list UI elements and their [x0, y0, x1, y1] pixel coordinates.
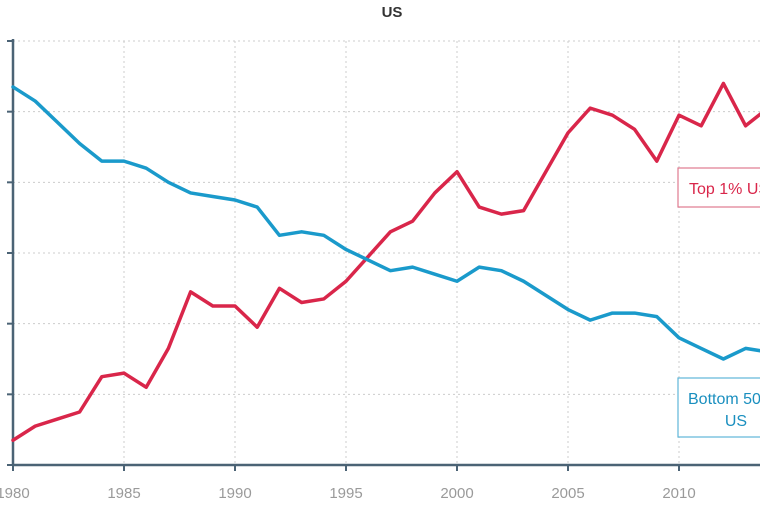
- x-tick-label: 2005: [551, 485, 584, 502]
- legend-bottom50-label-line2: US: [725, 413, 747, 430]
- gridlines: [13, 40, 760, 465]
- legend-top1: Top 1% US: [677, 167, 760, 208]
- x-tick-label: 1995: [329, 485, 362, 502]
- chart-title: US: [382, 4, 403, 21]
- series-line-top1: [11, 81, 760, 443]
- legend-top1-label: Top 1% US: [689, 181, 760, 198]
- axes: [7, 39, 760, 471]
- series-line-bottom50: [11, 85, 760, 361]
- x-tick-label: 2000: [440, 485, 473, 502]
- legend-bottom50-label-line1: Bottom 50%: [688, 391, 760, 408]
- x-tick-labels: 1980 1985 1990 1995 2000 2005 2010: [0, 485, 696, 502]
- x-tick-label: 1980: [0, 485, 30, 502]
- legend-bottom50: Bottom 50% US: [677, 377, 760, 438]
- x-tick-label: 1990: [218, 485, 251, 502]
- x-tick-label: 2010: [662, 485, 695, 502]
- legend-top1-box: [677, 167, 760, 208]
- legend-bottom50-box: [677, 377, 760, 438]
- x-tick-label: 1985: [107, 485, 140, 502]
- series-lines: [11, 81, 760, 443]
